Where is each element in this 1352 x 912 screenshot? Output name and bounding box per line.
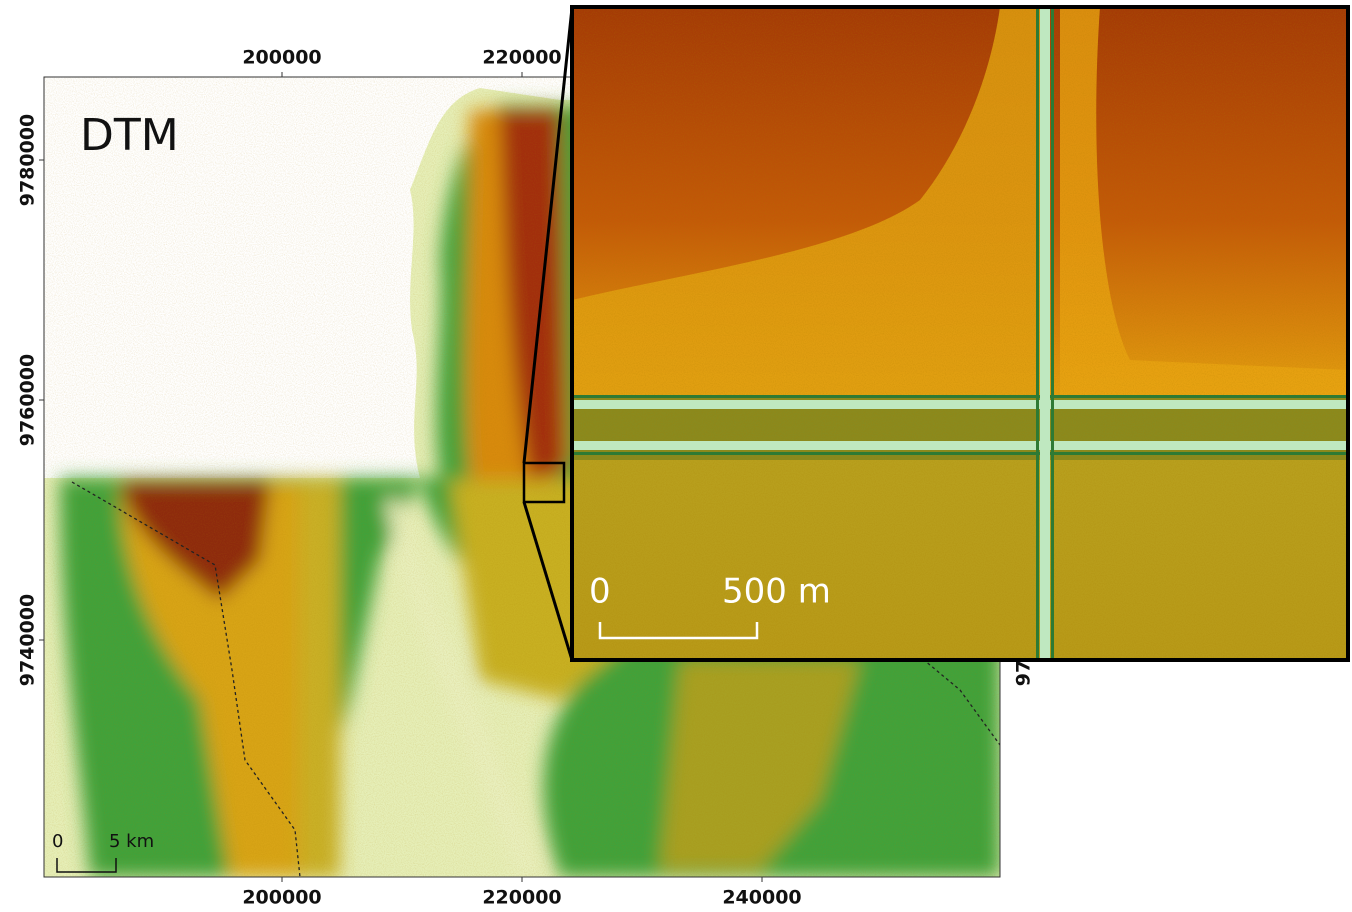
- scale-start: 0: [52, 831, 63, 852]
- map-label: DTM: [80, 110, 179, 161]
- scale-end: 5 km: [109, 831, 154, 852]
- y-tick-label: 9780000: [17, 114, 39, 207]
- inset-scale-start: 0: [589, 572, 611, 612]
- x-tick-label: 220000: [482, 887, 561, 909]
- y-tick-label: 9760000: [17, 354, 39, 447]
- x-tick-label: 200000: [242, 887, 321, 909]
- inset-scale-end: 500 m: [722, 572, 831, 612]
- figure: DTM 0 5 km 200000 220000 200000 220000 24000…: [0, 0, 1352, 912]
- y-tick-label: 9740000: [17, 594, 39, 687]
- x-tick-label: 220000: [482, 47, 561, 69]
- inset-map: 0 500 m: [572, 7, 1348, 660]
- x-tick-label: 240000: [722, 887, 801, 909]
- x-tick-label: 200000: [242, 47, 321, 69]
